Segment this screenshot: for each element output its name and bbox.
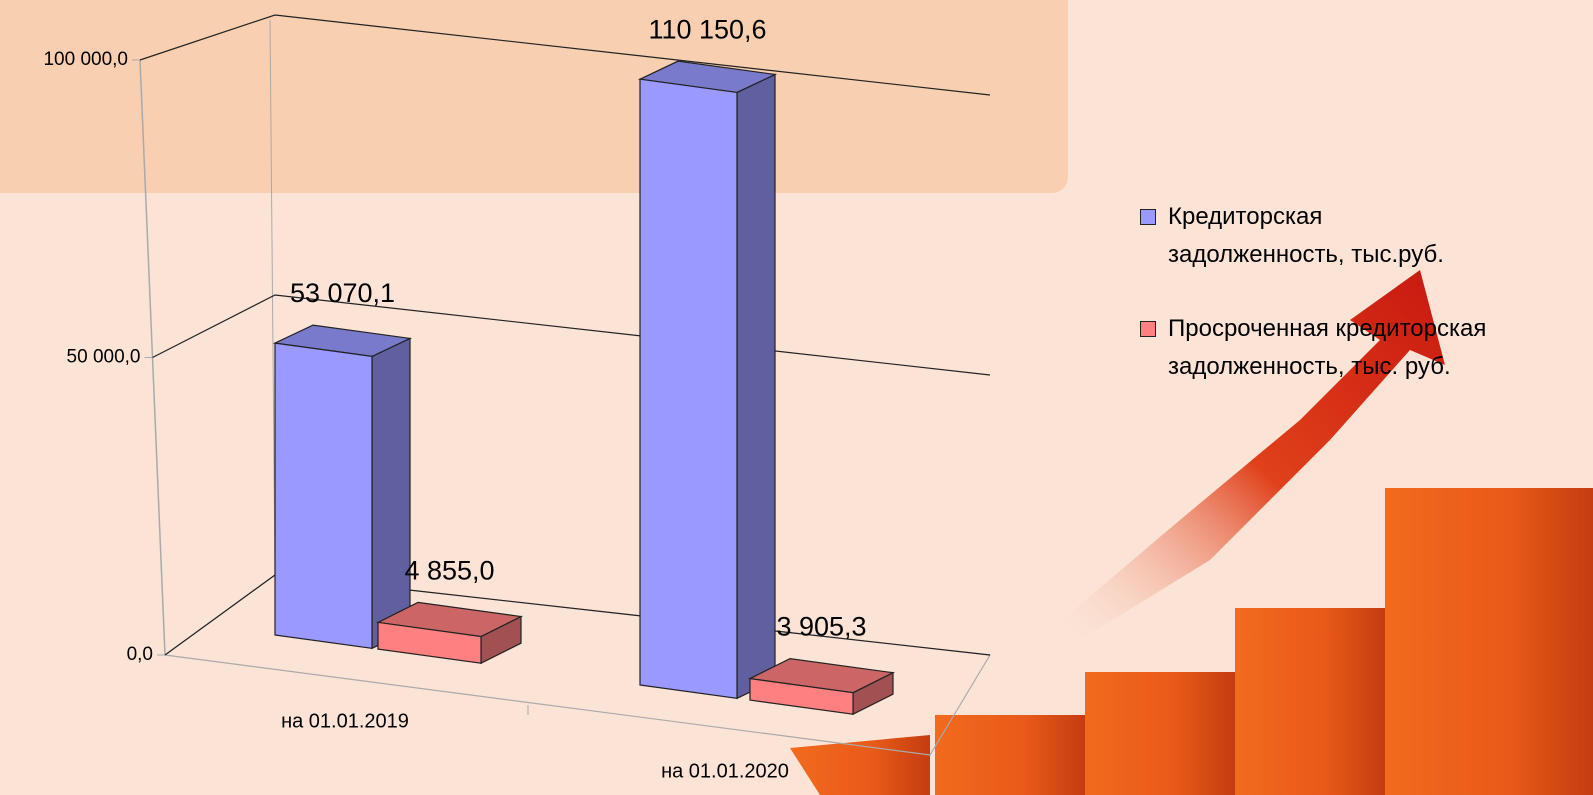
legend-swatch xyxy=(1140,321,1156,337)
y-tick-label: 100 000,0 xyxy=(43,49,128,70)
value-label: 4 855,0 xyxy=(404,556,494,586)
y-tick-label: 0,0 xyxy=(127,644,153,665)
legend-label: Просроченная кредиторская задолженность,… xyxy=(1168,315,1487,380)
bar-side xyxy=(736,73,776,700)
grid-line xyxy=(139,14,991,96)
x-tick-label: на 01.01.2020 xyxy=(661,760,789,782)
wall-edge xyxy=(269,19,276,576)
legend: Кредиторская задолженность, тыс.руб. Прос… xyxy=(1140,198,1490,422)
x-tick-label: на 01.01.2019 xyxy=(281,710,409,732)
value-label: 110 150,6 xyxy=(648,14,766,44)
legend-swatch xyxy=(1140,209,1156,225)
plot-area: 0,0 50 000,0 100 000,0 на 01.01.2019 на 01.0… xyxy=(43,14,991,782)
bar xyxy=(639,78,738,699)
legend-item: Кредиторская задолженность, тыс.руб. xyxy=(1140,198,1490,274)
value-label: 3 905,3 xyxy=(776,612,866,642)
value-label: 53 070,1 xyxy=(290,278,395,308)
legend-label: Кредиторская задолженность, тыс.руб. xyxy=(1168,203,1444,268)
bar xyxy=(377,621,482,664)
bar xyxy=(274,342,373,649)
bar xyxy=(749,677,854,715)
legend-item: Просроченная кредиторская задолженность,… xyxy=(1140,310,1490,386)
bar-side xyxy=(371,337,411,650)
y-tick-label: 50 000,0 xyxy=(67,347,141,368)
